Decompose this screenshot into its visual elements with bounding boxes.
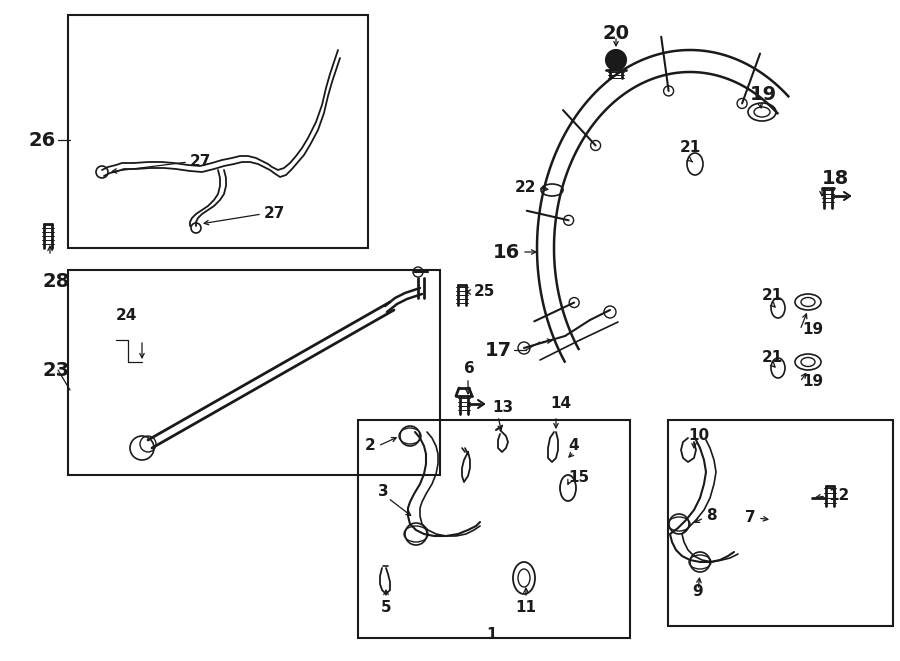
Text: 14: 14 bbox=[550, 397, 572, 412]
Text: 6: 6 bbox=[464, 361, 475, 376]
Bar bbox=[668, 420, 893, 626]
Text: 5: 5 bbox=[381, 600, 392, 615]
Text: 24: 24 bbox=[116, 309, 138, 323]
Text: 8: 8 bbox=[706, 508, 716, 524]
Circle shape bbox=[606, 50, 626, 70]
Text: 21: 21 bbox=[762, 350, 783, 366]
Text: 26: 26 bbox=[29, 130, 56, 149]
Text: 4: 4 bbox=[568, 438, 579, 453]
Text: 7: 7 bbox=[745, 510, 756, 525]
Bar bbox=[68, 270, 440, 475]
Text: 19: 19 bbox=[802, 323, 824, 338]
Text: 18: 18 bbox=[822, 169, 850, 188]
Text: 9: 9 bbox=[692, 584, 703, 600]
Text: 1: 1 bbox=[487, 627, 497, 642]
Text: 21: 21 bbox=[680, 141, 701, 155]
Text: 11: 11 bbox=[516, 600, 536, 615]
Text: 27: 27 bbox=[264, 206, 285, 221]
Text: 15: 15 bbox=[568, 471, 590, 485]
Text: 20: 20 bbox=[602, 24, 629, 43]
Bar bbox=[358, 420, 630, 638]
Text: 2: 2 bbox=[365, 438, 376, 453]
Text: 3: 3 bbox=[378, 485, 389, 500]
Text: 23: 23 bbox=[42, 360, 69, 379]
Text: 10: 10 bbox=[688, 428, 709, 444]
Text: 21: 21 bbox=[762, 288, 783, 303]
Bar bbox=[68, 15, 368, 248]
Text: 12: 12 bbox=[828, 488, 850, 504]
Text: 13: 13 bbox=[492, 401, 513, 416]
Text: 19: 19 bbox=[750, 85, 777, 104]
Text: 22: 22 bbox=[515, 180, 536, 196]
Text: 25: 25 bbox=[474, 284, 495, 299]
Text: 16: 16 bbox=[493, 243, 520, 262]
Text: 19: 19 bbox=[802, 375, 824, 389]
Text: 27: 27 bbox=[190, 155, 212, 169]
Text: 17: 17 bbox=[485, 340, 512, 360]
Text: 28: 28 bbox=[42, 272, 69, 291]
